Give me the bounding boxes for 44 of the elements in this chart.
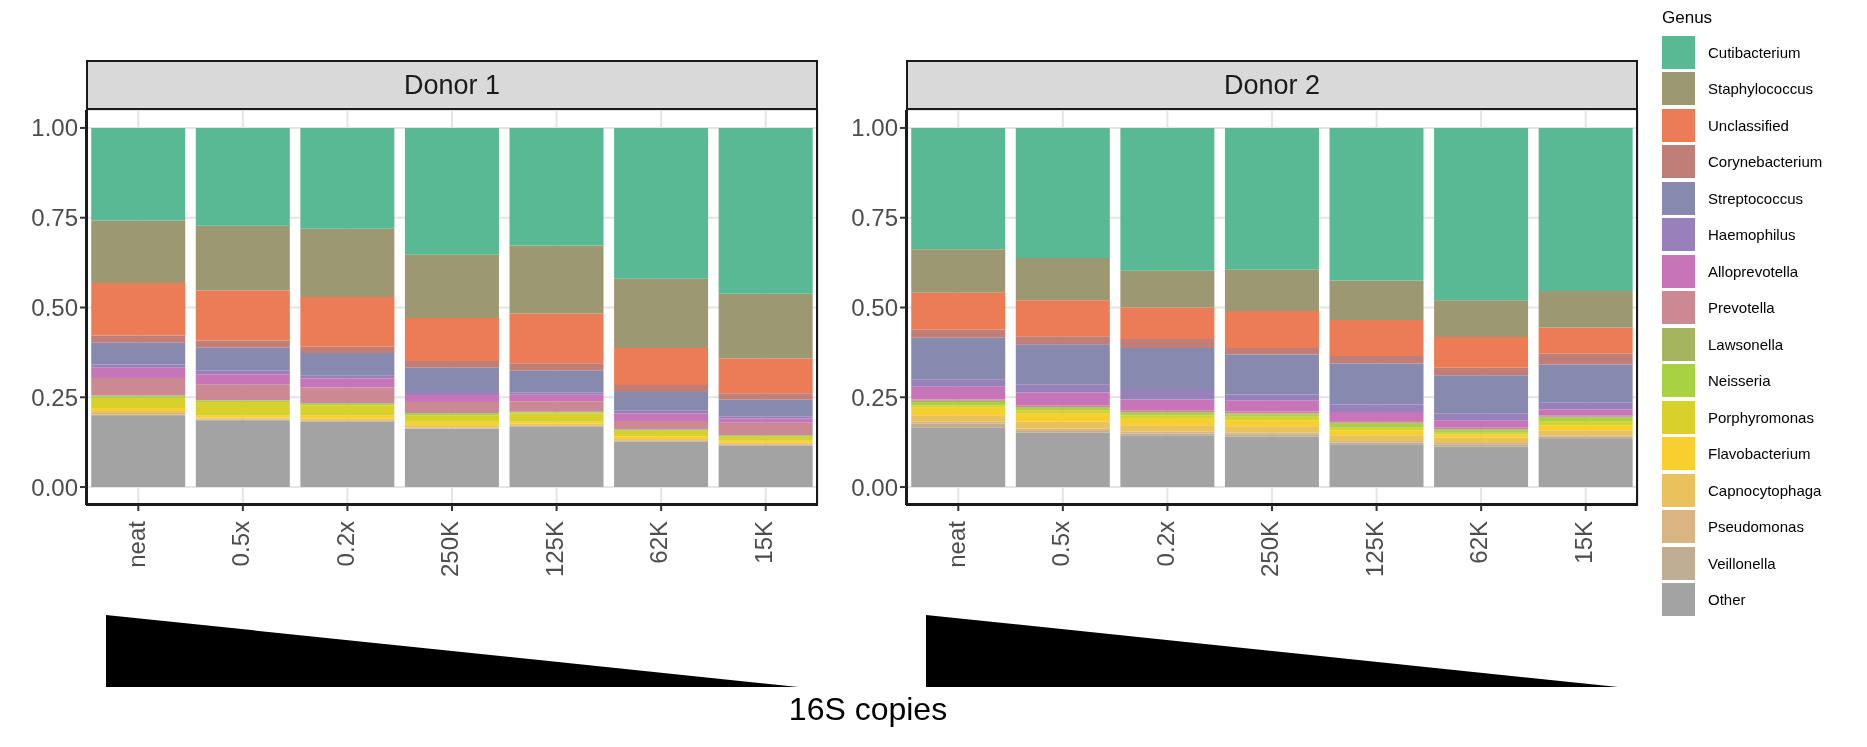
chart-title: Donor 1 xyxy=(86,60,818,110)
y-tick-label: 0.50 xyxy=(851,294,898,322)
legend-label: Capnocytophaga xyxy=(1708,481,1822,499)
y-tick-label: 0.75 xyxy=(31,204,78,232)
x-tick-label: neat xyxy=(942,520,970,568)
x-tick-label: 15K xyxy=(1570,521,1598,564)
x-tick-label: 125K xyxy=(1360,521,1388,578)
legend-label: Other xyxy=(1708,591,1746,609)
legend-label: Cutibacterium xyxy=(1708,43,1801,61)
y-tick-label: 1.00 xyxy=(31,114,78,142)
x-tick-label: 0.2x xyxy=(1151,521,1179,567)
y-tick-label: 0.25 xyxy=(851,383,898,411)
y-tick-label: 0.75 xyxy=(851,204,898,232)
legend-label: Flavobacterium xyxy=(1708,445,1811,463)
y-tick-label: 1.00 xyxy=(851,114,898,142)
legend-label: Pseudomonas xyxy=(1708,518,1804,536)
legend-label: Unclassified xyxy=(1708,116,1789,134)
x-tick-label: neat xyxy=(122,520,150,568)
x-axis-title: 16S copies xyxy=(787,691,949,728)
y-tick-label: 0.50 xyxy=(31,294,78,322)
x-tick-label: 15K xyxy=(750,521,778,564)
legend-label: Lawsonella xyxy=(1708,335,1784,353)
legend-label: Porphyromonas xyxy=(1708,408,1814,426)
legend-label: Neisseria xyxy=(1708,372,1771,390)
legend-label: Streptococcus xyxy=(1708,189,1804,207)
x-tick-label: 62K xyxy=(645,521,673,564)
y-tick-label: 0.00 xyxy=(851,473,898,501)
legend-title: Genus xyxy=(1662,8,1714,28)
x-tick-label: 0.5x xyxy=(227,521,255,567)
x-tick-label: 125K xyxy=(540,521,568,578)
x-tick-label: 62K xyxy=(1465,521,1493,564)
x-tick-label: 250K xyxy=(436,521,464,578)
y-tick-label: 0.00 xyxy=(31,473,78,501)
legend-label: Staphylococcus xyxy=(1708,80,1814,98)
x-tick-label: 250K xyxy=(1256,521,1284,578)
chart-title: Donor 2 xyxy=(906,60,1638,110)
legend-label: Prevotella xyxy=(1708,299,1775,317)
x-tick-label: 0.5x xyxy=(1047,521,1075,567)
legend-label: Haemophilus xyxy=(1708,226,1796,244)
legend-label: Alloprevotella xyxy=(1708,262,1799,280)
legend-label: Corynebacterium xyxy=(1708,153,1823,171)
y-tick-label: 0.25 xyxy=(31,383,78,411)
x-tick-label: 0.2x xyxy=(331,521,359,567)
legend-label: Veillonella xyxy=(1708,554,1776,572)
